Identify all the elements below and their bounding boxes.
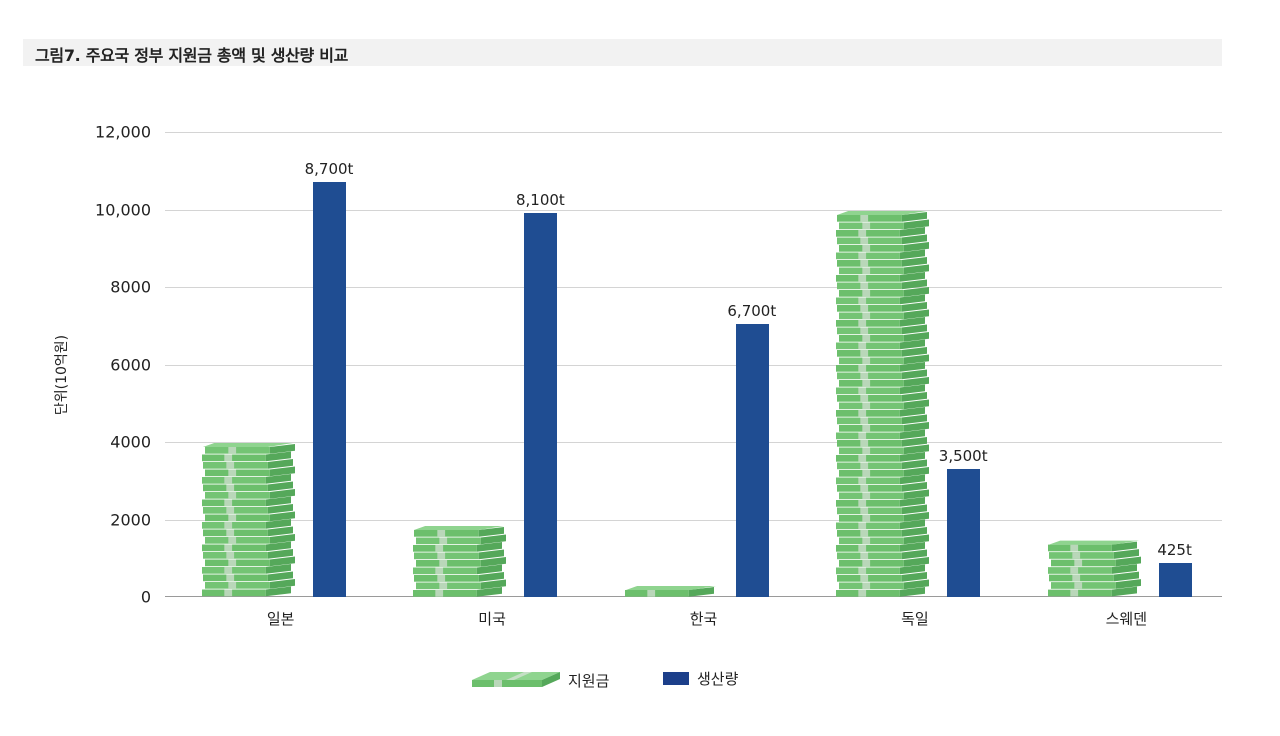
production-bar: [735, 323, 769, 597]
x-tick-label: 한국: [689, 610, 718, 628]
x-tick-label: 독일: [901, 610, 929, 628]
y-tick-label: 6000: [110, 355, 151, 374]
production-data-label: 425t: [1157, 540, 1192, 559]
production-data-label: 6,700t: [727, 301, 777, 320]
production-data-label: 3,500t: [938, 447, 988, 466]
production-bar: [524, 213, 558, 597]
x-axis-line: [165, 596, 1222, 597]
y-tick-label: 10,000: [95, 200, 151, 219]
figure-title: 그림7. 주요국 정부 지원금 총액 및 생산량 비교: [35, 46, 349, 65]
subsidy-money-stack: [202, 434, 300, 597]
production-bar: [313, 182, 346, 597]
subsidy-money-stack: [413, 512, 511, 598]
subsidy-money-stack: [836, 202, 934, 598]
y-tick-label: 4000: [110, 432, 151, 452]
production-data-label: 8,100t: [515, 191, 565, 210]
production-bar: [1158, 562, 1192, 597]
legend-item-subsidy: 지원금: [470, 668, 609, 692]
x-tick-label: 스웨덴: [1105, 610, 1147, 628]
production-data-label: 8,700t: [304, 160, 354, 179]
y-axis-label: 단위(10억원): [54, 334, 70, 416]
plot-area: 8,700t 8,100t 6,700t 3,500t 425t: [165, 132, 1222, 597]
gridline: [165, 132, 1222, 133]
gridline: [165, 209, 1222, 211]
gridline: [165, 442, 1222, 443]
y-tick-label: 0: [140, 587, 151, 607]
subsidy-money-stack: [624, 574, 723, 598]
legend-item-production: 생산량: [663, 668, 738, 689]
x-tick-label: 일본: [266, 610, 295, 628]
production-bar: [947, 469, 981, 597]
y-tick-label: 2000: [110, 510, 151, 529]
gridline: [165, 519, 1222, 521]
subsidy-money-stack: [1047, 531, 1146, 597]
x-tick-label: 미국: [478, 610, 506, 628]
y-tick-label: 8000: [110, 277, 151, 297]
gridline: [165, 364, 1222, 366]
gridline: [165, 287, 1222, 288]
banknote-stack-icon: [470, 668, 560, 692]
blue-square-icon: [663, 672, 689, 685]
y-tick-label: 12,000: [95, 122, 151, 142]
figure-title-bar: 그림7. 주요국 정부 지원금 총액 및 생산량 비교: [23, 39, 1222, 66]
